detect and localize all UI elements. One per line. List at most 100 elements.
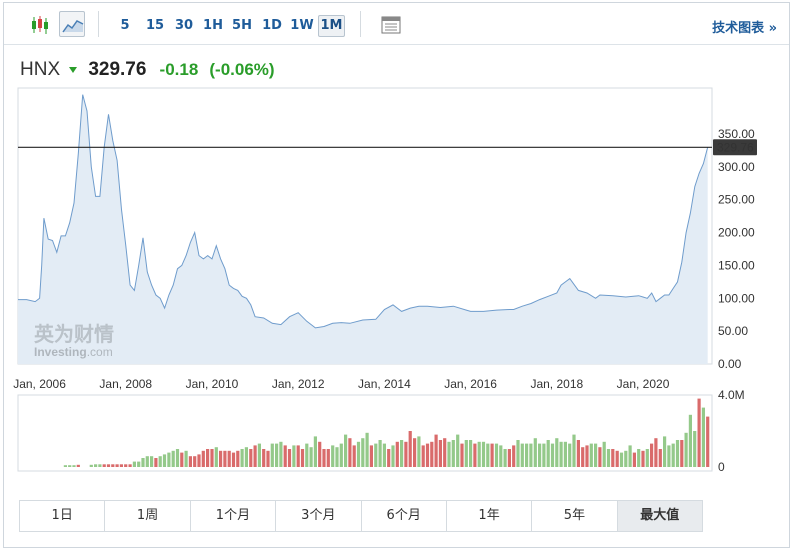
volume-bar — [167, 452, 171, 467]
volume-bar — [434, 434, 438, 467]
y-tick-label: 150.00 — [718, 258, 755, 272]
volume-bar — [257, 443, 261, 467]
technical-chart-link[interactable]: 技术图表 » — [712, 21, 777, 36]
x-tick-label: Jan, 2006 — [13, 377, 66, 391]
table-view-icon[interactable] — [377, 11, 403, 37]
last-price: 329.76 — [88, 59, 147, 80]
volume-bar — [387, 449, 391, 467]
area-chart-icon[interactable] — [59, 11, 85, 37]
volume-bar — [162, 454, 167, 467]
timeframe-1m[interactable]: 1M — [318, 15, 345, 37]
volume-bar — [624, 450, 628, 467]
volume-bar — [654, 438, 658, 467]
volume-bar — [356, 441, 361, 467]
candlestick-icon[interactable] — [26, 11, 52, 37]
volume-bar — [632, 452, 636, 467]
range-tab-3m[interactable]: 3个月 — [276, 501, 362, 531]
volume-bar — [270, 443, 274, 467]
volume-bar — [231, 452, 236, 467]
timeframe-1d[interactable]: 1D — [262, 18, 282, 33]
range-tab-1d[interactable]: 1日 — [20, 501, 106, 531]
volume-bar — [244, 447, 248, 467]
volume-bar — [318, 441, 322, 467]
volume-bar — [628, 445, 632, 467]
volume-bar — [568, 443, 572, 467]
timeframe-5h[interactable]: 5H — [232, 18, 252, 33]
volume-bar — [516, 440, 520, 467]
watermark-en: Investing.com — [34, 345, 113, 359]
volume-bar — [464, 440, 468, 467]
volume-bar — [650, 443, 654, 467]
volume-bar — [529, 443, 533, 467]
volume-bar — [438, 440, 442, 467]
volume-bar — [581, 447, 585, 467]
range-tab-1y[interactable]: 1年 — [447, 501, 533, 531]
timeframe-5[interactable]: 5 — [120, 18, 130, 33]
y-tick-label: 0.00 — [718, 357, 742, 371]
volume-bar — [576, 440, 580, 467]
volume-bar — [219, 450, 223, 467]
volume-bar — [240, 449, 244, 467]
volume-bar — [408, 431, 412, 467]
volume-bar — [283, 445, 287, 467]
volume-bar — [391, 445, 395, 467]
volume-bar — [671, 443, 675, 467]
timeframe-1w[interactable]: 1W — [290, 18, 314, 33]
volume-bar — [598, 447, 602, 467]
volume-bar — [473, 443, 477, 467]
volume-bar — [503, 449, 507, 467]
range-tab-5y[interactable]: 5年 — [532, 501, 618, 531]
volume-bar — [175, 449, 180, 467]
volume-bar — [197, 454, 201, 467]
range-tab-6m[interactable]: 6个月 — [362, 501, 447, 531]
timeframe-1h[interactable]: 1H — [203, 18, 223, 33]
symbol-label: HNX — [20, 59, 61, 80]
volume-bar — [395, 441, 399, 467]
volume-bar — [663, 436, 667, 467]
volume-bar — [158, 456, 162, 467]
volume-bar — [266, 450, 270, 467]
volume-bar — [365, 432, 369, 467]
timeframe-15[interactable]: 15 — [145, 18, 165, 33]
last-price-tag: 329.76 — [713, 139, 757, 156]
volume-bar — [425, 443, 430, 467]
volume-bar — [675, 440, 680, 467]
volume-bar — [645, 449, 649, 467]
volume-bar — [335, 447, 339, 467]
volume-bar — [413, 438, 417, 467]
volume-bar — [404, 441, 408, 467]
volume-bar — [262, 449, 266, 467]
x-tick-label: Jan, 2008 — [99, 377, 152, 391]
range-tab-1w[interactable]: 1周 — [105, 501, 191, 531]
range-tab-1m[interactable]: 1个月 — [191, 501, 277, 531]
volume-bar — [184, 450, 188, 467]
volume-bar — [486, 443, 490, 467]
volume-bar — [106, 464, 111, 467]
volume-bar — [313, 436, 317, 467]
volume-bar — [400, 440, 404, 467]
volume-bar — [490, 443, 494, 467]
volume-bar — [180, 452, 184, 467]
volume-bar — [344, 434, 348, 467]
volume-bar — [124, 464, 128, 467]
volume-bar — [326, 449, 330, 467]
y-tick-label: 50.00 — [718, 324, 748, 338]
volume-bar — [253, 445, 257, 467]
volume-bar — [615, 450, 619, 467]
volume-bar — [477, 441, 481, 467]
volume-bar — [507, 449, 511, 467]
volume-bar — [249, 449, 253, 467]
volume-bar — [559, 441, 563, 467]
volume-bar — [637, 449, 641, 467]
range-tab-max[interactable]: 最大值 — [617, 501, 702, 531]
price-change-percent: (-0.06%) — [209, 60, 275, 79]
volume-bar — [94, 464, 98, 467]
volume-bar — [111, 464, 115, 467]
volume-bar — [680, 440, 684, 467]
watermark-cn: 英为财情 — [34, 322, 114, 346]
volume-bar — [378, 440, 382, 467]
y-tick-label: 350.00 — [718, 127, 755, 141]
volume-bar — [292, 445, 296, 467]
timeframe-30[interactable]: 30 — [174, 18, 194, 33]
y-tick-label: 100.00 — [718, 291, 755, 305]
